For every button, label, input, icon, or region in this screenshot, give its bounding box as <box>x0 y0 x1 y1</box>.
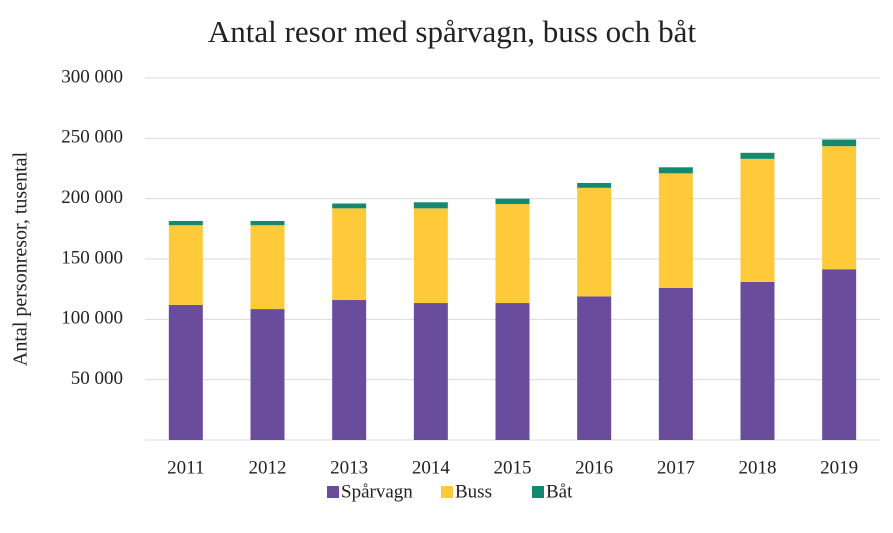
bar-segment <box>413 303 448 440</box>
legend-label: Buss <box>455 481 492 502</box>
bar-segment <box>168 220 203 226</box>
x-tick-label: 2011 <box>167 457 204 478</box>
bar-segment <box>495 198 530 205</box>
bar-segment <box>413 202 448 209</box>
bar-segment <box>658 173 693 288</box>
y-tick-label: 300 000 <box>61 66 123 87</box>
legend-label: Spårvagn <box>341 481 413 502</box>
bar-segment <box>577 296 612 440</box>
legend-swatch <box>327 486 339 498</box>
bar-segment <box>495 303 530 440</box>
x-tick-label: 2019 <box>820 457 858 478</box>
bar-segment <box>740 158 775 282</box>
bar-segment <box>495 204 530 304</box>
bar-segment <box>822 146 857 270</box>
bar-segment <box>332 203 367 209</box>
chart-title: Antal resor med spårvagn, buss och båt <box>208 14 697 49</box>
bar-segment <box>740 152 775 159</box>
bar-segment <box>250 225 285 310</box>
bar-segment <box>822 139 857 147</box>
x-tick-label: 2014 <box>412 457 451 478</box>
bar-segment <box>822 269 857 440</box>
legend-label: Båt <box>546 481 573 502</box>
x-tick-label: 2012 <box>249 457 287 478</box>
x-tick-label: 2016 <box>575 457 613 478</box>
bar-segment <box>168 304 203 440</box>
bar-segment <box>250 309 285 440</box>
y-tick-label: 200 000 <box>61 187 123 208</box>
x-tick-label: 2018 <box>739 457 777 478</box>
bar-segment <box>168 225 203 305</box>
bar-segment <box>577 182 612 188</box>
legend-swatch <box>532 486 544 498</box>
bar-segment <box>658 287 693 440</box>
bar-segment <box>740 281 775 440</box>
y-tick-label: 100 000 <box>61 308 123 329</box>
bar-segment <box>332 208 367 301</box>
x-tick-label: 2015 <box>494 457 532 478</box>
bar-segment <box>658 167 693 174</box>
bar-segment <box>577 187 612 297</box>
x-tick-label: 2013 <box>330 457 368 478</box>
bar-segment <box>250 220 285 226</box>
y-axis-label: Antal personresor, tusental <box>10 151 32 366</box>
y-tick-label: 50 000 <box>71 368 123 389</box>
y-tick-label: 150 000 <box>61 247 123 268</box>
bar-segment <box>413 208 448 304</box>
x-tick-label: 2017 <box>657 457 695 478</box>
bar-segment <box>332 300 367 440</box>
y-tick-label: 250 000 <box>61 127 123 148</box>
legend-swatch <box>441 486 453 498</box>
